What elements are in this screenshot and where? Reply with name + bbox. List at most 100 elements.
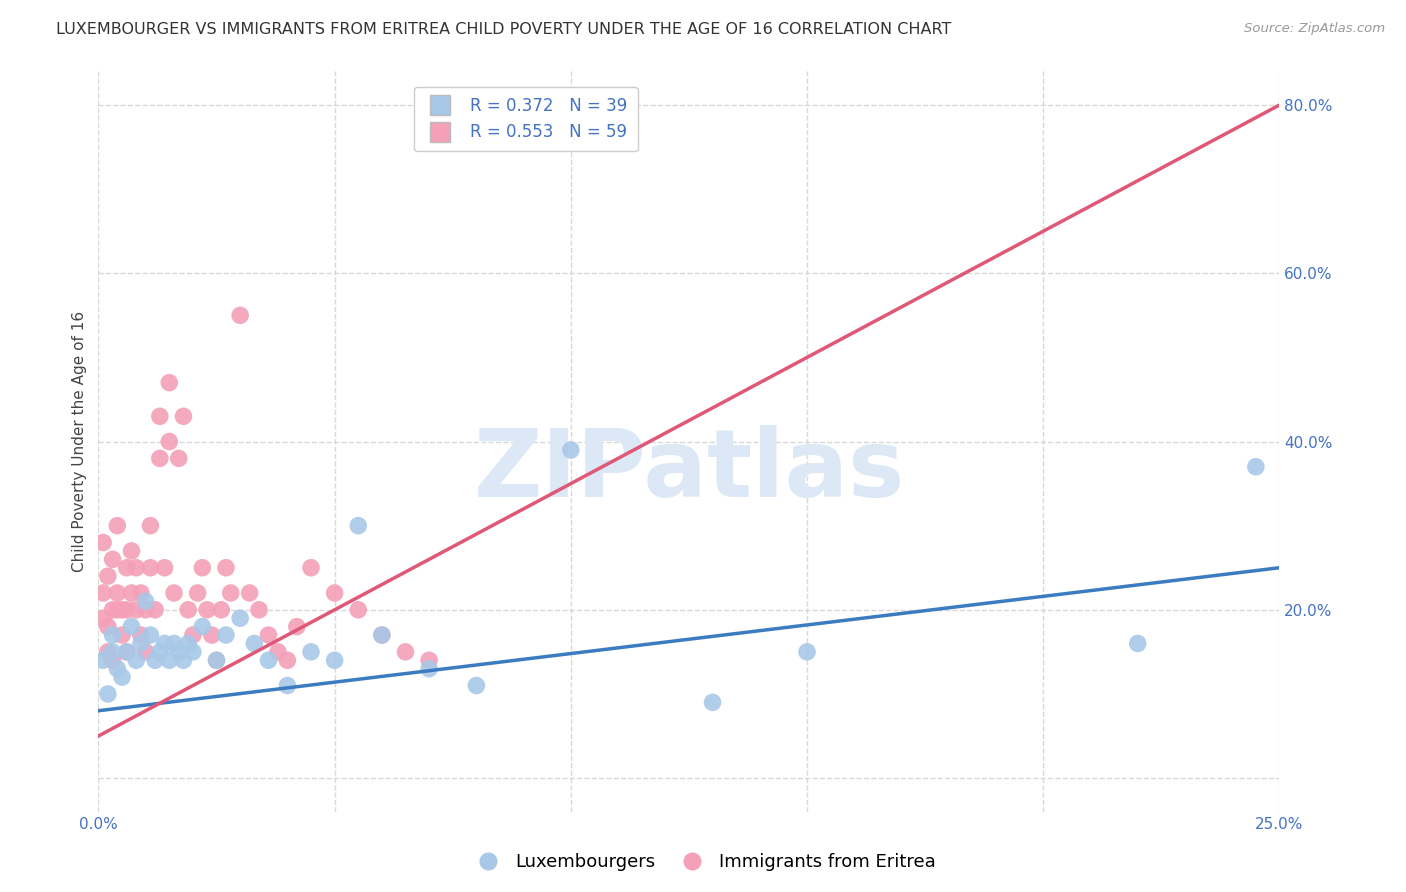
Point: [418, 653, 440, 667]
Point: [1126, 636, 1149, 650]
Point: [257, 653, 280, 667]
Point: [115, 603, 138, 617]
Point: [371, 628, 394, 642]
Point: [121, 544, 143, 558]
Point: [243, 636, 266, 650]
Point: [181, 628, 204, 642]
Point: [97, 569, 120, 583]
Point: [153, 560, 176, 574]
Point: [135, 594, 157, 608]
Point: [105, 586, 128, 600]
Point: [91, 653, 114, 667]
Point: [201, 628, 224, 642]
Point: [101, 603, 124, 617]
Y-axis label: Child Poverty Under the Age of 16: Child Poverty Under the Age of 16: [72, 311, 87, 572]
Point: [560, 442, 582, 457]
Point: [125, 603, 148, 617]
Point: [205, 653, 228, 667]
Point: [191, 560, 214, 574]
Point: [135, 603, 157, 617]
Point: [167, 645, 190, 659]
Point: [1244, 459, 1267, 474]
Point: [157, 653, 180, 667]
Point: [163, 636, 186, 650]
Point: [239, 586, 262, 600]
Legend: R = 0.372   N = 39, R = 0.553   N = 59: R = 0.372 N = 39, R = 0.553 N = 59: [413, 87, 638, 152]
Point: [205, 653, 228, 667]
Point: [167, 451, 190, 466]
Point: [219, 586, 242, 600]
Point: [323, 586, 346, 600]
Point: [121, 586, 143, 600]
Point: [209, 603, 232, 617]
Point: [125, 560, 148, 574]
Point: [97, 645, 120, 659]
Point: [323, 653, 346, 667]
Point: [111, 670, 134, 684]
Point: [91, 586, 114, 600]
Point: [276, 653, 298, 667]
Point: [347, 603, 370, 617]
Point: [139, 628, 162, 642]
Point: [91, 611, 114, 625]
Text: ZIPatlas: ZIPatlas: [474, 425, 904, 517]
Point: [111, 628, 134, 642]
Point: [247, 603, 270, 617]
Point: [299, 560, 322, 574]
Point: [465, 679, 488, 693]
Point: [105, 662, 128, 676]
Point: [101, 653, 124, 667]
Point: [129, 586, 152, 600]
Point: [195, 603, 218, 617]
Legend: Luxembourgers, Immigrants from Eritrea: Luxembourgers, Immigrants from Eritrea: [463, 847, 943, 879]
Point: [153, 636, 176, 650]
Point: [149, 409, 172, 424]
Point: [181, 645, 204, 659]
Point: [121, 619, 143, 633]
Point: [97, 687, 120, 701]
Point: [139, 560, 162, 574]
Point: [285, 619, 308, 633]
Point: [276, 679, 298, 693]
Point: [91, 535, 114, 549]
Text: Source: ZipAtlas.com: Source: ZipAtlas.com: [1244, 22, 1385, 36]
Point: [229, 309, 252, 323]
Point: [157, 434, 180, 449]
Point: [139, 518, 162, 533]
Point: [299, 645, 322, 659]
Point: [418, 662, 440, 676]
Point: [394, 645, 416, 659]
Point: [347, 518, 370, 533]
Point: [101, 552, 124, 566]
Point: [129, 636, 152, 650]
Point: [215, 628, 238, 642]
Point: [115, 645, 138, 659]
Point: [101, 628, 124, 642]
Text: LUXEMBOURGER VS IMMIGRANTS FROM ERITREA CHILD POVERTY UNDER THE AGE OF 16 CORREL: LUXEMBOURGER VS IMMIGRANTS FROM ERITREA …: [56, 22, 952, 37]
Point: [97, 619, 120, 633]
Point: [105, 518, 128, 533]
Point: [177, 603, 200, 617]
Point: [215, 560, 238, 574]
Point: [125, 653, 148, 667]
Point: [371, 628, 394, 642]
Point: [257, 628, 280, 642]
Point: [163, 586, 186, 600]
Point: [143, 653, 166, 667]
Point: [149, 451, 172, 466]
Point: [267, 645, 290, 659]
Point: [157, 376, 180, 390]
Point: [172, 409, 194, 424]
Point: [187, 586, 209, 600]
Point: [143, 603, 166, 617]
Point: [129, 628, 152, 642]
Point: [177, 636, 200, 650]
Point: [135, 645, 157, 659]
Point: [115, 645, 138, 659]
Point: [149, 645, 172, 659]
Point: [172, 653, 194, 667]
Point: [191, 619, 214, 633]
Point: [229, 611, 252, 625]
Point: [111, 603, 134, 617]
Point: [796, 645, 818, 659]
